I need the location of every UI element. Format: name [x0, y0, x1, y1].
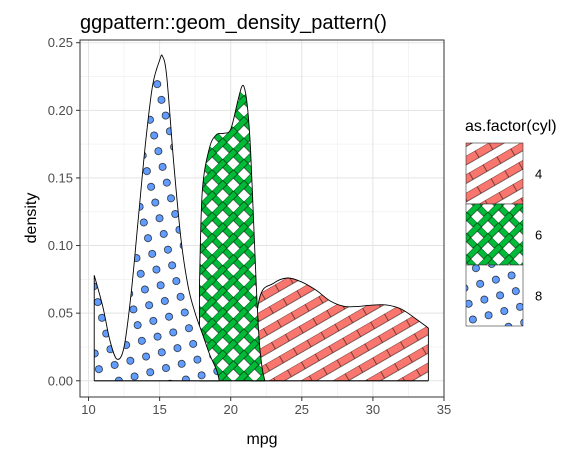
legend-keys: 4 6 8: [465, 142, 542, 327]
legend-label-6: 6: [535, 228, 542, 243]
y-axis-title: density: [23, 193, 40, 244]
x-tick-label: 30: [366, 402, 380, 417]
legend-title: as.factor(cyl): [465, 118, 557, 135]
x-axis-title: mpg: [246, 431, 277, 448]
legend-label-4: 4: [535, 167, 542, 182]
chart-title: ggpattern::geom_density_pattern(): [80, 12, 387, 34]
density-areas: [93, 54, 429, 382]
x-axis: 10 15 20 25 30 35: [81, 397, 451, 417]
density-fill-6: [199, 85, 265, 381]
y-axis: 0.00 0.05 0.10 0.15 0.20 0.25: [48, 35, 80, 388]
legend-key-8: [465, 264, 524, 327]
x-tick-label: 10: [81, 402, 95, 417]
x-tick-label: 20: [223, 402, 237, 417]
y-tick-label: 0.20: [48, 103, 73, 118]
density-fill-8: [94, 54, 220, 381]
density-area-8: [93, 54, 220, 382]
density-area-4: [250, 277, 429, 382]
legend-item-6: 6: [465, 203, 542, 266]
y-tick-label: 0.10: [48, 238, 73, 253]
y-tick-label: 0.15: [48, 170, 73, 185]
legend-key-4: [465, 142, 524, 205]
legend-item-8: 8: [465, 264, 542, 327]
y-tick-label: 0.05: [48, 306, 73, 321]
density-fill-4: [250, 277, 429, 381]
y-tick-label: 0.00: [48, 373, 73, 388]
legend-item-4: 4: [465, 142, 542, 205]
legend: as.factor(cyl) 4 6 8: [465, 118, 557, 327]
legend-key-6: [465, 203, 524, 266]
legend-label-8: 8: [535, 289, 542, 304]
panel-border: [79, 39, 445, 398]
x-tick-label: 25: [295, 402, 309, 417]
x-tick-label: 15: [152, 402, 166, 417]
y-tick-label: 0.25: [48, 35, 73, 50]
x-tick-label: 35: [437, 402, 451, 417]
